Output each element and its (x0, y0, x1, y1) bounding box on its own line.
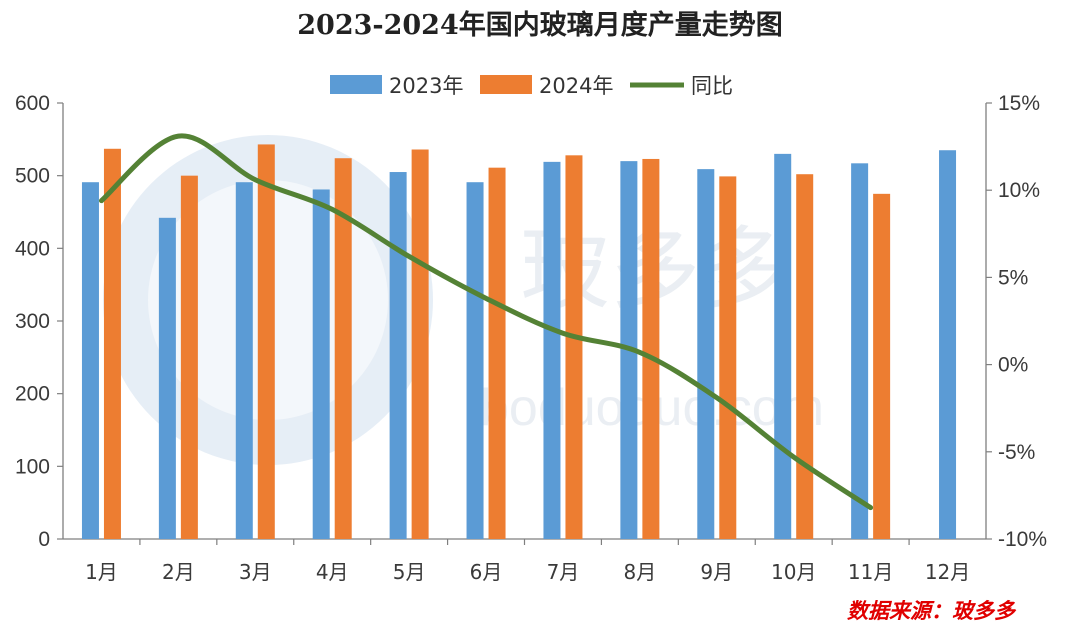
y-left-tick-label: 300 (15, 310, 50, 333)
x-tick-label: 5月 (393, 560, 426, 584)
y-right-tick-label: 5% (998, 266, 1028, 289)
axes (57, 102, 992, 545)
bar-2023年-10月 (774, 153, 792, 539)
bar-2024年-1月 (103, 148, 121, 539)
watermark: 玻多多 boduoduo.com (103, 135, 824, 465)
bar-2024年-10月 (796, 174, 814, 540)
x-tick-label: 11月 (848, 560, 893, 584)
legend-swatch-2023 (330, 75, 382, 94)
bar-2024年-6月 (488, 167, 506, 539)
x-tick-label: 12月 (925, 560, 970, 584)
y-left-tick-label: 0 (38, 528, 50, 551)
bar-2024年-9月 (719, 176, 737, 540)
bar-2024年-11月 (873, 193, 891, 540)
bar-2023年-9月 (697, 169, 715, 540)
chart-title: 2023-2024年国内玻璃月度产量走势图 (297, 9, 783, 41)
y-left-tick-label: 500 (15, 165, 50, 188)
bar-2023年-2月 (158, 217, 176, 539)
y-right-tick-label: 10% (998, 179, 1040, 202)
y-right-tick-label: 15% (998, 92, 1040, 115)
bar-2024年-3月 (257, 144, 275, 540)
bar-2024年-8月 (642, 158, 660, 539)
x-tick-label: 2月 (162, 560, 195, 584)
bar-2023年-1月 (81, 182, 99, 539)
y-left-tick-label: 400 (15, 237, 50, 260)
bars (81, 144, 957, 540)
bar-2024年-7月 (565, 155, 583, 539)
x-tick-label: 9月 (700, 560, 733, 584)
x-tick-label: 10月 (771, 560, 816, 584)
x-tick-label: 1月 (85, 560, 118, 584)
x-tick-label: 8月 (624, 560, 657, 584)
source-note: 数据来源：玻多多 (847, 598, 1017, 623)
legend-label-2023: 2023年 (389, 74, 463, 98)
y-right-tick-label: 0% (998, 354, 1028, 377)
y-left-tick-label: 200 (15, 383, 50, 406)
bar-2023年-3月 (235, 182, 253, 539)
bar-2024年-2月 (180, 175, 198, 539)
y-right-tick-label: -10% (998, 528, 1047, 551)
x-tick-label: 6月 (470, 560, 503, 584)
bar-2024年-5月 (411, 149, 429, 540)
yoy-line-group (98, 133, 874, 511)
x-tick-label: 4月 (316, 560, 349, 584)
legend-swatch-2024 (480, 75, 532, 94)
bar-2023年-7月 (543, 161, 561, 540)
legend-label-2024: 2024年 (539, 74, 613, 98)
bar-2023年-6月 (466, 182, 484, 539)
legend-label-yoy: 同比 (691, 74, 733, 98)
y-left-tick-label: 600 (15, 92, 50, 115)
x-tick-label: 3月 (239, 560, 272, 584)
bar-2023年-11月 (851, 163, 869, 539)
x-tick-label: 7月 (547, 560, 580, 584)
y-left-tick-label: 100 (15, 455, 50, 478)
bar-2023年-5月 (389, 172, 407, 540)
tick-labels: 0 100 200 300 400 500 600 -10% -5% 0% 5% 10% 15% 1月 2月… (15, 92, 1047, 584)
bar-2024年-4月 (334, 158, 352, 539)
y-right-tick-label: -5% (998, 441, 1035, 464)
bar-2023年-4月 (312, 189, 330, 539)
bar-2023年-12月 (939, 150, 957, 539)
legend: 2023年 2024年 同比 (330, 74, 733, 98)
